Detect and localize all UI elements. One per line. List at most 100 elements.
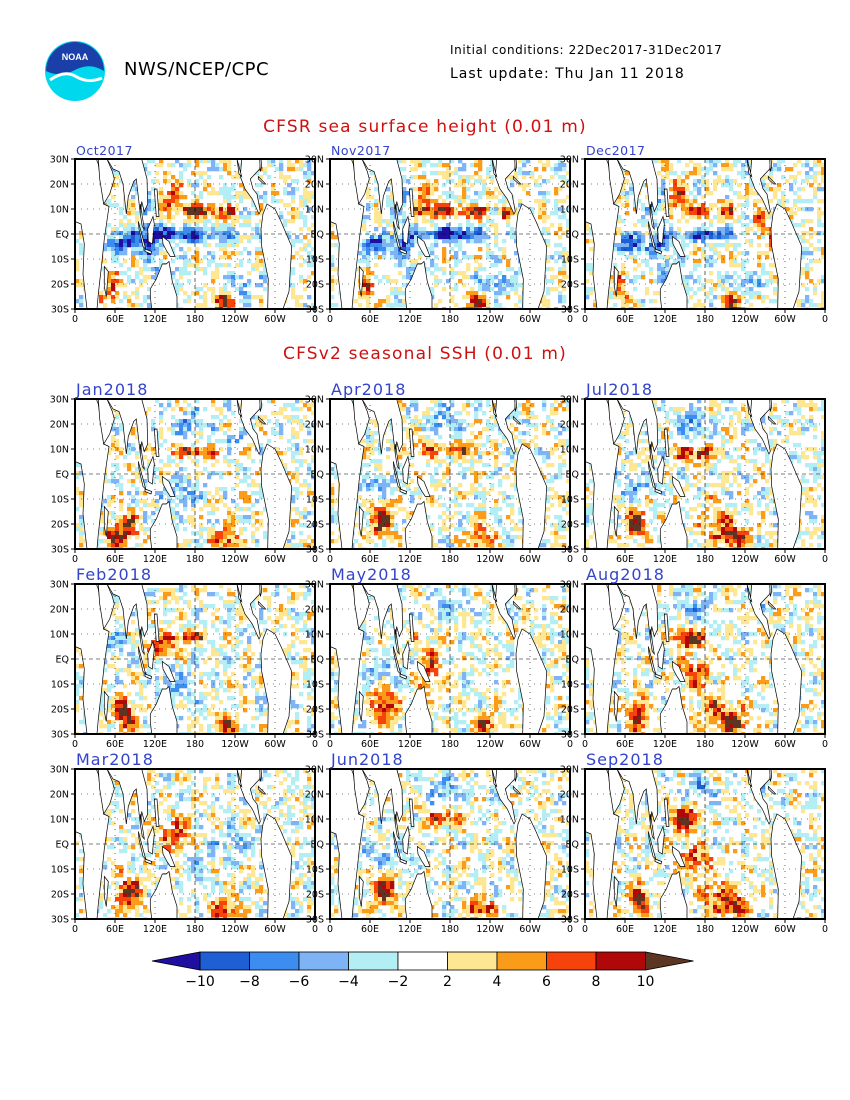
- ssh-cell: [446, 179, 451, 184]
- ssh-cell: [422, 175, 427, 180]
- ssh-cell: [562, 211, 567, 216]
- ssh-cell: [83, 539, 88, 544]
- ssh-cell: [781, 199, 786, 204]
- ssh-cell: [119, 427, 124, 432]
- ssh-cell: [127, 227, 132, 232]
- ssh-cell: [227, 519, 232, 524]
- ssh-cell: [179, 479, 184, 484]
- ssh-cell: [689, 295, 694, 300]
- ssh-cell: [761, 251, 766, 256]
- ssh-cell: [215, 459, 220, 464]
- ssh-cell: [769, 215, 774, 220]
- ssh-cell: [119, 251, 124, 256]
- ssh-cell: [530, 411, 535, 416]
- ssh-cell: [171, 199, 176, 204]
- ssh-cell: [422, 163, 427, 168]
- ssh-cell: [111, 539, 116, 544]
- ssh-cell: [474, 419, 479, 424]
- ssh-cell: [406, 267, 411, 272]
- ssh-cell: [119, 219, 124, 224]
- ssh-cell: [155, 251, 160, 256]
- ssh-cell: [167, 235, 172, 240]
- ssh-cell: [554, 203, 559, 208]
- ssh-cell: [629, 231, 634, 236]
- ssh-cell: [123, 515, 128, 520]
- ssh-cell: [546, 255, 551, 260]
- ssh-cell: [203, 407, 208, 412]
- ssh-cell: [183, 467, 188, 472]
- ssh-cell: [243, 191, 248, 196]
- ssh-cell: [295, 479, 300, 484]
- ssh-cell: [677, 255, 682, 260]
- ssh-cell: [402, 419, 407, 424]
- ssh-cell: [139, 271, 144, 276]
- ssh-cell: [123, 243, 128, 248]
- ssh-cell: [486, 203, 491, 208]
- ssh-cell: [773, 163, 778, 168]
- ssh-cell: [255, 191, 260, 196]
- ssh-cell: [159, 159, 164, 164]
- ssh-cell: [482, 231, 487, 236]
- ssh-cell: [538, 191, 543, 196]
- ssh-cell: [131, 431, 136, 436]
- ssh-cell: [813, 247, 818, 252]
- ssh-cell: [147, 159, 152, 164]
- ssh-cell: [235, 219, 240, 224]
- ssh-cell: [179, 543, 184, 548]
- ssh-cell: [139, 255, 144, 260]
- ssh-cell: [291, 487, 296, 492]
- ssh-cell: [79, 295, 84, 300]
- ssh-cell: [689, 275, 694, 280]
- ssh-cell: [761, 227, 766, 232]
- ssh-cell: [673, 251, 678, 256]
- ssh-cell: [311, 231, 315, 236]
- ssh-cell: [749, 303, 754, 308]
- ssh-cell: [821, 167, 825, 172]
- ssh-cell: [307, 243, 312, 248]
- ssh-cell: [187, 475, 192, 480]
- ssh-cell: [243, 543, 248, 548]
- ssh-cell: [171, 499, 176, 504]
- ssh-cell: [721, 211, 726, 216]
- ssh-cell: [147, 195, 152, 200]
- ssh-cell: [442, 163, 447, 168]
- ssh-cell: [741, 171, 746, 176]
- ssh-cell: [223, 431, 228, 436]
- map-panel-oct2017: 0 60E 120E 180 120W 60W 030N20N10NEQ10S20S30SO…: [50, 143, 318, 325]
- ssh-cell: [474, 303, 479, 308]
- ssh-cell: [406, 179, 411, 184]
- ssh-cell: [434, 171, 439, 176]
- ssh-cell: [239, 467, 244, 472]
- ssh-cell: [526, 191, 531, 196]
- ssh-cell: [809, 267, 814, 272]
- ssh-cell: [131, 223, 136, 228]
- ssh-cell: [685, 235, 690, 240]
- ssh-cell: [199, 491, 204, 496]
- ssh-cell: [247, 219, 252, 224]
- ssh-cell: [562, 215, 567, 220]
- ssh-cell: [450, 239, 455, 244]
- ssh-cell: [291, 195, 296, 200]
- ssh-cell: [127, 299, 132, 304]
- ssh-cell: [239, 287, 244, 292]
- ssh-cell: [195, 179, 200, 184]
- ssh-cell: [510, 415, 515, 420]
- ssh-cell: [386, 195, 391, 200]
- ssh-cell: [649, 247, 654, 252]
- ssh-cell: [183, 447, 188, 452]
- ssh-cell: [585, 227, 590, 232]
- ssh-cell: [191, 215, 196, 220]
- ssh-cell: [717, 227, 722, 232]
- ssh-cell: [175, 211, 180, 216]
- ssh-cell: [251, 511, 256, 516]
- ssh-cell: [227, 263, 232, 268]
- ssh-cell: [406, 411, 411, 416]
- ssh-cell: [159, 471, 164, 476]
- ssh-cell: [709, 287, 714, 292]
- ssh-cell: [127, 239, 132, 244]
- ssh-cell: [199, 427, 204, 432]
- ssh-cell: [191, 291, 196, 296]
- ssh-cell: [303, 203, 308, 208]
- ssh-cell: [366, 267, 371, 272]
- map-panel-dec2017: 0 60E 120E 180 120W 60W 030N20N10NEQ10S20S30SD…: [560, 143, 828, 325]
